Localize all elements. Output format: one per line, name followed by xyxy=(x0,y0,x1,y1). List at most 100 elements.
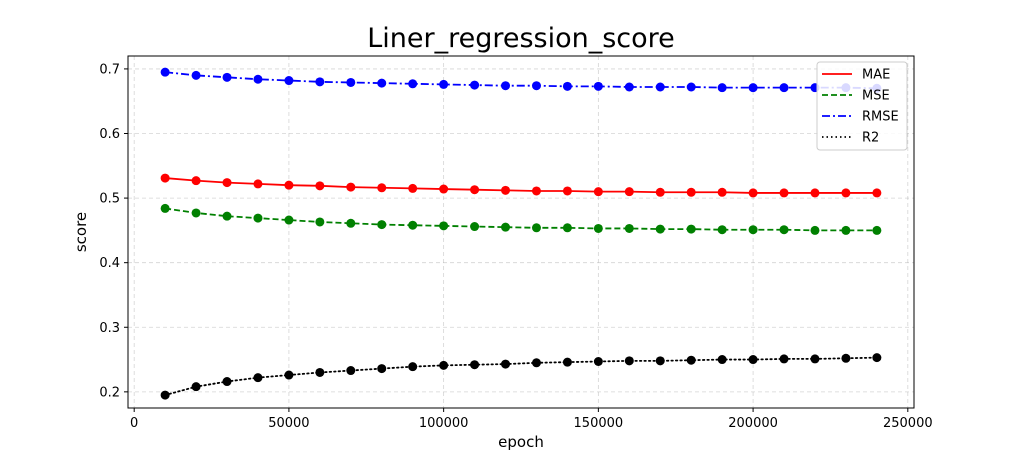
data-point-r2-4 xyxy=(284,370,294,380)
data-point-mae-8 xyxy=(408,183,418,193)
series-line-rmse xyxy=(165,71,877,90)
data-point-mae-1 xyxy=(191,176,201,186)
data-point-mse-6 xyxy=(346,218,356,228)
data-point-mae-3 xyxy=(253,179,263,189)
data-point-mse-15 xyxy=(624,223,634,233)
data-point-r2-10 xyxy=(470,360,480,370)
y-tick-label-5: 0.7 xyxy=(99,62,120,77)
series-mse xyxy=(160,203,882,235)
x-tick-label-5: 250000 xyxy=(883,416,933,431)
data-point-r2-1 xyxy=(191,382,201,392)
data-point-r2-9 xyxy=(439,360,449,370)
data-point-r2-11 xyxy=(501,359,511,369)
data-point-mse-18 xyxy=(717,225,727,235)
data-point-rmse-0 xyxy=(160,67,170,77)
data-point-rmse-17 xyxy=(686,82,696,92)
data-point-rmse-1 xyxy=(191,70,201,80)
data-point-rmse-16 xyxy=(655,82,665,92)
y-tick-label-0: 0.2 xyxy=(99,385,120,400)
data-point-mse-7 xyxy=(377,220,387,230)
data-point-mae-9 xyxy=(439,184,449,194)
data-point-r2-17 xyxy=(686,355,696,365)
data-point-rmse-3 xyxy=(253,74,263,84)
chart-title: Liner_regression_score xyxy=(367,23,675,54)
y-axis-label: score xyxy=(72,212,90,252)
y-tick-label-4: 0.6 xyxy=(99,127,120,142)
data-point-r2-7 xyxy=(377,364,387,374)
data-point-r2-8 xyxy=(408,362,418,372)
data-point-mse-14 xyxy=(593,223,603,233)
x-tick-label-3: 150000 xyxy=(574,416,624,431)
data-point-mse-8 xyxy=(408,220,418,230)
data-point-mae-5 xyxy=(315,181,325,191)
data-point-mse-20 xyxy=(779,225,789,235)
data-point-mse-5 xyxy=(315,217,325,227)
data-point-mae-20 xyxy=(779,188,789,198)
data-point-r2-22 xyxy=(841,353,851,363)
data-point-r2-21 xyxy=(810,354,820,364)
data-point-mse-17 xyxy=(686,224,696,234)
x-tick-label-4: 200000 xyxy=(728,416,778,431)
data-point-r2-3 xyxy=(253,373,263,383)
y-tick-label-1: 0.3 xyxy=(99,321,120,336)
data-point-rmse-6 xyxy=(346,77,356,87)
data-point-mae-17 xyxy=(686,187,696,197)
y-axis-ticks: 0.2 0.3 0.4 0.5 0.6 0.7 xyxy=(99,62,128,400)
legend-box xyxy=(816,61,908,151)
series-group xyxy=(160,67,882,400)
data-point-mae-6 xyxy=(346,182,356,192)
legend-label-r2: R2 xyxy=(862,131,879,146)
data-point-r2-18 xyxy=(717,355,727,365)
data-point-mse-16 xyxy=(655,224,665,234)
data-point-mae-21 xyxy=(810,188,820,198)
data-point-mse-2 xyxy=(222,211,232,221)
legend-label-mae: MAE xyxy=(862,68,890,83)
data-point-mse-23 xyxy=(872,225,882,235)
data-point-rmse-15 xyxy=(624,82,634,92)
data-point-r2-6 xyxy=(346,366,356,376)
data-point-mae-7 xyxy=(377,183,387,193)
data-point-mse-19 xyxy=(748,225,758,235)
data-point-mae-4 xyxy=(284,180,294,190)
data-point-rmse-11 xyxy=(501,81,511,91)
data-point-mse-21 xyxy=(810,225,820,235)
data-point-mae-13 xyxy=(562,186,572,196)
data-point-rmse-19 xyxy=(748,83,758,93)
legend-label-mse: MSE xyxy=(862,89,890,104)
data-point-mae-18 xyxy=(717,187,727,197)
data-point-mae-15 xyxy=(624,187,634,197)
data-point-rmse-5 xyxy=(315,77,325,87)
data-point-rmse-14 xyxy=(593,81,603,91)
data-point-rmse-12 xyxy=(531,81,541,91)
data-point-r2-14 xyxy=(593,356,603,366)
data-point-r2-0 xyxy=(160,390,170,400)
data-point-r2-23 xyxy=(872,353,882,363)
x-tick-label-1: 50000 xyxy=(268,416,309,431)
data-point-rmse-20 xyxy=(779,83,789,93)
data-point-r2-13 xyxy=(562,357,572,367)
series-line-mse xyxy=(164,207,877,232)
legend: MAE MSE RMSE R2 xyxy=(816,61,908,151)
data-point-mse-4 xyxy=(284,215,294,225)
data-point-mae-23 xyxy=(872,188,882,198)
y-tick-label-3: 0.5 xyxy=(99,192,120,207)
data-point-mse-0 xyxy=(160,203,170,213)
series-r2 xyxy=(160,353,882,400)
data-point-rmse-4 xyxy=(284,76,294,86)
data-point-mae-11 xyxy=(501,185,511,195)
data-point-rmse-10 xyxy=(470,80,480,90)
data-point-mse-12 xyxy=(531,223,541,233)
data-point-mae-14 xyxy=(593,187,603,197)
y-tick-label-2: 0.4 xyxy=(99,256,120,271)
data-point-rmse-7 xyxy=(377,78,387,88)
data-point-mse-3 xyxy=(253,213,263,223)
data-point-mae-2 xyxy=(222,178,232,188)
legend-label-rmse: RMSE xyxy=(862,110,899,125)
x-tick-label-0: 0 xyxy=(130,416,138,431)
data-point-mae-12 xyxy=(531,186,541,196)
data-point-r2-5 xyxy=(315,367,325,377)
data-point-r2-19 xyxy=(748,355,758,365)
data-point-mae-19 xyxy=(748,188,758,198)
data-point-r2-2 xyxy=(222,377,232,387)
